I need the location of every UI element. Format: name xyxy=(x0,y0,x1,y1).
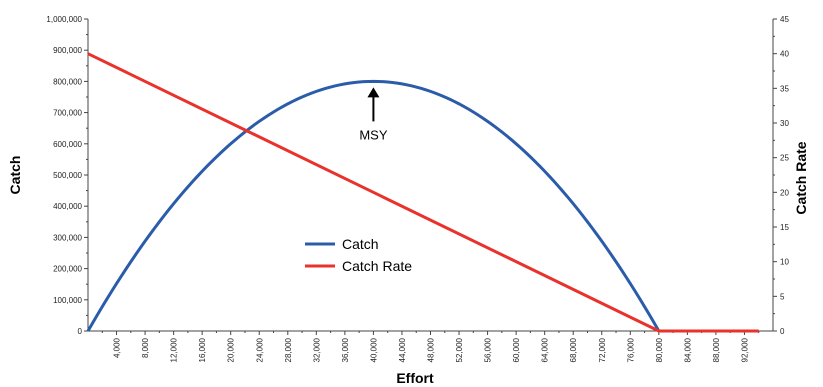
x-tick-label: 24,000 xyxy=(255,337,264,362)
y-right-tick-label: 30 xyxy=(780,119,789,128)
y-tick-label: 500,000 xyxy=(53,171,82,180)
y-right-tick-label: 15 xyxy=(780,223,789,232)
y-tick-label: 600,000 xyxy=(53,140,82,149)
x-tick-label: 52,000 xyxy=(455,337,464,362)
x-tick-label: 68,000 xyxy=(569,337,578,362)
x-tick-label: 48,000 xyxy=(427,337,436,362)
y-right-tick-label: 45 xyxy=(780,15,789,24)
x-tick-label: 36,000 xyxy=(341,337,350,362)
x-tick-label: 84,000 xyxy=(683,337,692,362)
x-tick-label: 8,000 xyxy=(141,337,150,358)
x-tick-label: 64,000 xyxy=(541,337,550,362)
x-tick-label: 44,000 xyxy=(398,337,407,362)
legend-label: Catch xyxy=(342,236,379,252)
y-tick-label: 900,000 xyxy=(53,46,82,55)
x-tick-label: 40,000 xyxy=(369,337,378,362)
series-line-catch-rate xyxy=(87,52,759,333)
x-tick-label: 28,000 xyxy=(284,337,293,362)
x-tick-label: 16,000 xyxy=(198,337,207,362)
y-right-tick-label: 5 xyxy=(780,292,785,301)
x-tick-label: 88,000 xyxy=(712,337,721,362)
legend: Catch Catch Rate xyxy=(305,236,412,274)
msy-arrow-head xyxy=(367,87,380,98)
x-tick-label: 80,000 xyxy=(655,337,664,362)
y-tick-label: 300,000 xyxy=(53,233,82,242)
x-tick-label: 12,000 xyxy=(170,337,179,362)
x-tick-label: 76,000 xyxy=(626,337,635,362)
y-right-tick-label: 25 xyxy=(780,154,789,163)
series-line-catch xyxy=(86,79,661,332)
y-right-tick-label: 0 xyxy=(780,327,785,336)
y-right-tick-label: 10 xyxy=(780,258,789,267)
x-tick-label: 60,000 xyxy=(512,337,521,362)
y-axis-title: Catch xyxy=(7,156,23,195)
x-tick-label: 92,000 xyxy=(740,337,749,362)
y-tick-label: 800,000 xyxy=(53,77,82,86)
y-tick-label: 400,000 xyxy=(53,202,82,211)
x-tick-label: 4,000 xyxy=(113,337,122,358)
x-tick-label: 72,000 xyxy=(598,337,607,362)
annotations: MSY xyxy=(359,87,388,142)
y-tick-label: 100,000 xyxy=(53,296,82,305)
y-right-tick-label: 35 xyxy=(780,84,789,93)
x-tick-label: 20,000 xyxy=(227,337,236,362)
y-right-tick-label: 40 xyxy=(780,50,789,59)
y-right-tick-label: 20 xyxy=(780,188,789,197)
legend-label: Catch Rate xyxy=(342,258,412,274)
y-tick-label: 200,000 xyxy=(53,265,82,274)
y-axis-right-title: Catch Rate xyxy=(793,141,809,214)
msy-label: MSY xyxy=(359,127,388,142)
y-tick-label: 0 xyxy=(78,327,83,336)
x-tick-label: 32,000 xyxy=(312,337,321,362)
y-tick-label: 1,000,000 xyxy=(46,15,82,24)
series-group xyxy=(86,52,759,333)
x-axis-title: Effort xyxy=(396,370,434,386)
axes: 0 100,000 200,000 300,000 400,000 500,000 600,… xyxy=(7,15,809,386)
x-tick-label: 56,000 xyxy=(484,337,493,362)
y-tick-label: 700,000 xyxy=(53,109,82,118)
